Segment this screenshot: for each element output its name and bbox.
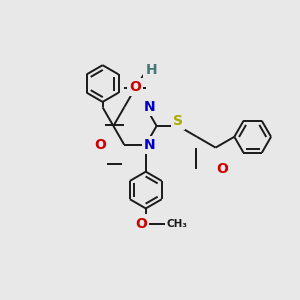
Text: H: H xyxy=(146,63,157,77)
Text: O: O xyxy=(135,217,147,230)
Text: N: N xyxy=(144,100,155,114)
Text: O: O xyxy=(216,162,228,176)
Text: N: N xyxy=(144,138,155,152)
Text: CH₃: CH₃ xyxy=(167,218,188,229)
Text: O: O xyxy=(129,80,141,94)
Text: O: O xyxy=(94,138,106,152)
Text: S: S xyxy=(173,114,183,128)
